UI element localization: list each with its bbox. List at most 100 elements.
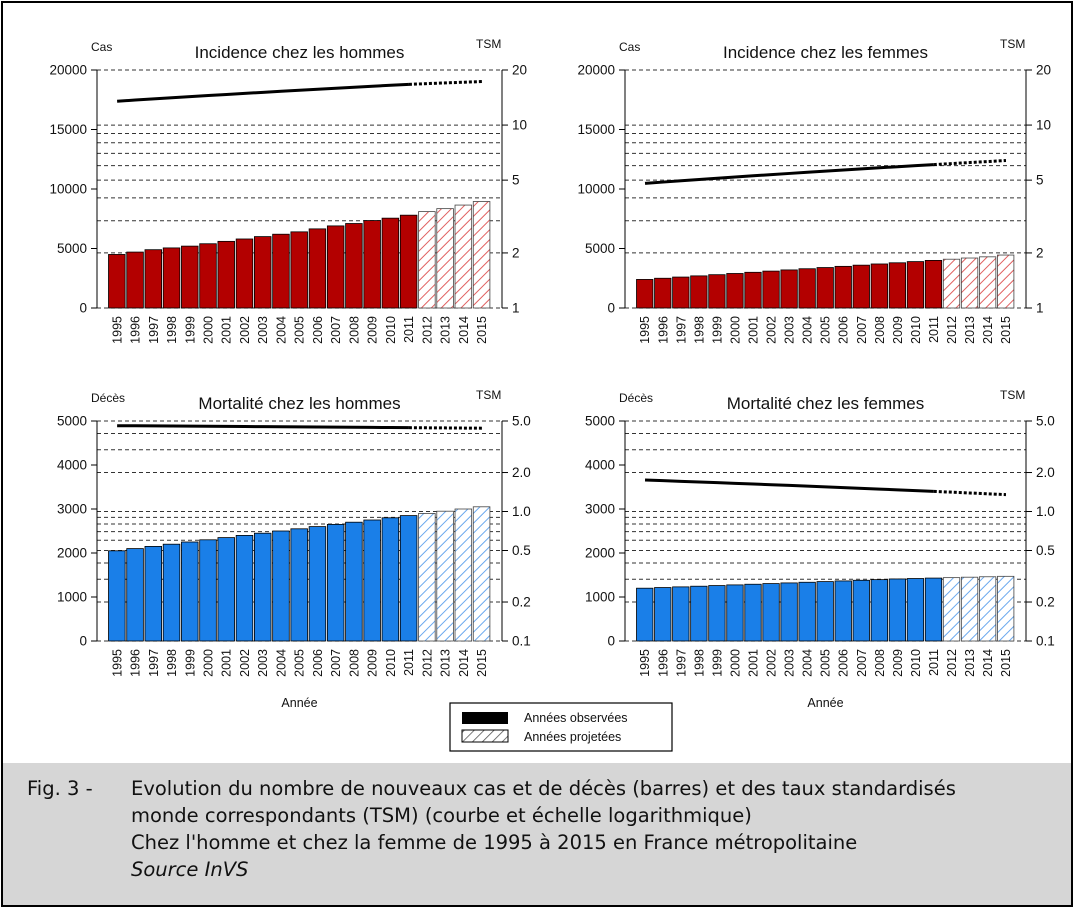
bar-observed — [254, 236, 272, 309]
tsm-line-projected — [408, 426, 482, 430]
bar-observed — [345, 521, 363, 642]
x-tick-label: 2000 — [202, 649, 216, 677]
x-tick-label: 2013 — [963, 316, 977, 344]
bar-observed — [798, 581, 816, 642]
incidence-femmes-chart: 0 5000 10000 15000 20000 1 2 5 10 20 Cas TSM Inciden… — [577, 37, 1051, 344]
x-tick-label: 2011 — [927, 649, 941, 676]
x-tick-label: 2000 — [728, 316, 742, 344]
x-tick-label: 2015 — [475, 649, 489, 677]
y-axis-label: Cas — [91, 40, 112, 54]
bar-observed — [924, 577, 943, 642]
legend: Années observées Années projetées — [449, 702, 673, 752]
bar-observed — [888, 262, 907, 309]
x-tick-label: 2012 — [945, 649, 959, 677]
bar-observed — [636, 587, 654, 642]
bar-observed — [816, 581, 834, 642]
tsm-line-projected — [933, 159, 1007, 167]
chart-title: Mortalité chez les femmes — [727, 394, 924, 413]
x-tick-label: 1997 — [147, 316, 161, 344]
x-tick-label: 2014 — [981, 316, 995, 344]
bar-observed — [235, 238, 254, 309]
x-tick-label: 2004 — [274, 649, 288, 677]
bar-observed — [199, 243, 217, 309]
x-tick-label: 1998 — [165, 316, 179, 344]
legend-swatch-projected — [461, 729, 509, 743]
figure-caption: Fig. 3 - Evolution du nombre de nouveaux… — [3, 763, 1071, 905]
bar-projected — [960, 576, 979, 642]
bar-projected — [997, 254, 1015, 309]
y-tick-label: 5000 — [585, 414, 615, 429]
bar-observed — [363, 519, 381, 642]
y2-tick-label: 1 — [1036, 301, 1044, 316]
y-axis-label: Décès — [619, 391, 653, 405]
x-tick-label: 1999 — [710, 316, 724, 344]
caption-label: Fig. 3 - — [27, 777, 93, 800]
y2-tick-label: 5.0 — [512, 414, 531, 429]
y2-tick-label: 2 — [512, 245, 520, 260]
bar-observed — [290, 528, 308, 642]
y-tick-label: 5000 — [57, 241, 87, 256]
bar-projected — [436, 510, 454, 642]
bar-projected — [960, 257, 979, 309]
x-tick-label: 2001 — [220, 649, 234, 677]
x-tick-label: 2012 — [420, 649, 434, 677]
y2-axis-label: TSM — [1000, 388, 1025, 402]
x-tick-label: 2002 — [238, 316, 252, 344]
mortalite-hommes-chart: 0 1000 2000 3000 4000 5000 0.1 0.2 0.5 1.0 2.0 5.0 D… — [57, 388, 531, 710]
y2-tick-label: 20 — [1036, 63, 1051, 78]
x-tick-label: 1995 — [110, 649, 124, 677]
caption-line-2: monde correspondants (TSM) (courbe et éc… — [131, 804, 752, 827]
legend-swatch-observed — [462, 712, 508, 724]
x-tick-label: 2014 — [457, 649, 471, 677]
x-tick-label: 2009 — [366, 316, 380, 344]
bar-observed — [144, 546, 163, 642]
bar-observed — [217, 240, 235, 309]
x-tick-label: 2007 — [855, 649, 869, 677]
bar-observed — [672, 276, 690, 309]
x-tick-label: 1995 — [638, 649, 652, 677]
y2-axis-label: TSM — [476, 37, 501, 51]
y2-tick-label: 2.0 — [512, 465, 531, 480]
bar-observed — [906, 261, 925, 309]
bar-observed — [363, 220, 381, 309]
legend-projected-label: Années projetées — [524, 730, 621, 744]
x-tick-label: 2010 — [909, 316, 923, 344]
x-tick-label: 2015 — [475, 316, 489, 344]
y-tick-label: 15000 — [577, 122, 615, 137]
chart-title: Incidence chez les femmes — [723, 43, 928, 62]
bar-observed — [852, 264, 870, 309]
x-tick-label: 2007 — [329, 316, 343, 344]
x-tick-label: 2001 — [220, 316, 234, 344]
bar-projected — [418, 211, 436, 309]
y-tick-label: 4000 — [57, 458, 87, 473]
bar-observed — [654, 587, 672, 642]
bar-observed — [870, 579, 888, 642]
bar-observed — [272, 233, 290, 309]
y2-axis-label: TSM — [476, 388, 501, 402]
y2-tick-label: 1.0 — [1036, 504, 1055, 519]
x-tick-label: 2015 — [999, 316, 1013, 344]
x-tick-label: 2009 — [891, 649, 905, 677]
x-tick-label: 2008 — [873, 316, 887, 344]
y-axis-label: Décès — [91, 391, 125, 405]
bar-observed — [762, 270, 780, 309]
incidence-hommes-chart: 0 5000 10000 15000 20000 1 2 5 10 20 Cas TSM Inciden… — [49, 37, 527, 344]
legend-observed-label: Années observées — [524, 711, 628, 725]
x-tick-label: 2008 — [873, 649, 887, 677]
y-axis-label: Cas — [619, 40, 640, 54]
chart-title: Mortalité chez les hommes — [198, 394, 400, 413]
x-tick-label: 2012 — [945, 316, 959, 344]
bar-observed — [162, 543, 181, 642]
bar-observed — [181, 541, 199, 642]
bar-observed — [345, 223, 363, 309]
y2-tick-label: 10 — [1036, 118, 1051, 133]
y-tick-label: 3000 — [57, 502, 87, 517]
y-tick-label: 3000 — [585, 502, 615, 517]
x-tick-label: 1999 — [710, 649, 724, 677]
x-tick-label: 2013 — [439, 649, 453, 677]
bar-observed — [744, 271, 762, 309]
bar-observed — [326, 225, 345, 309]
x-axis-label: Année — [807, 696, 843, 710]
bar-observed — [726, 273, 744, 309]
